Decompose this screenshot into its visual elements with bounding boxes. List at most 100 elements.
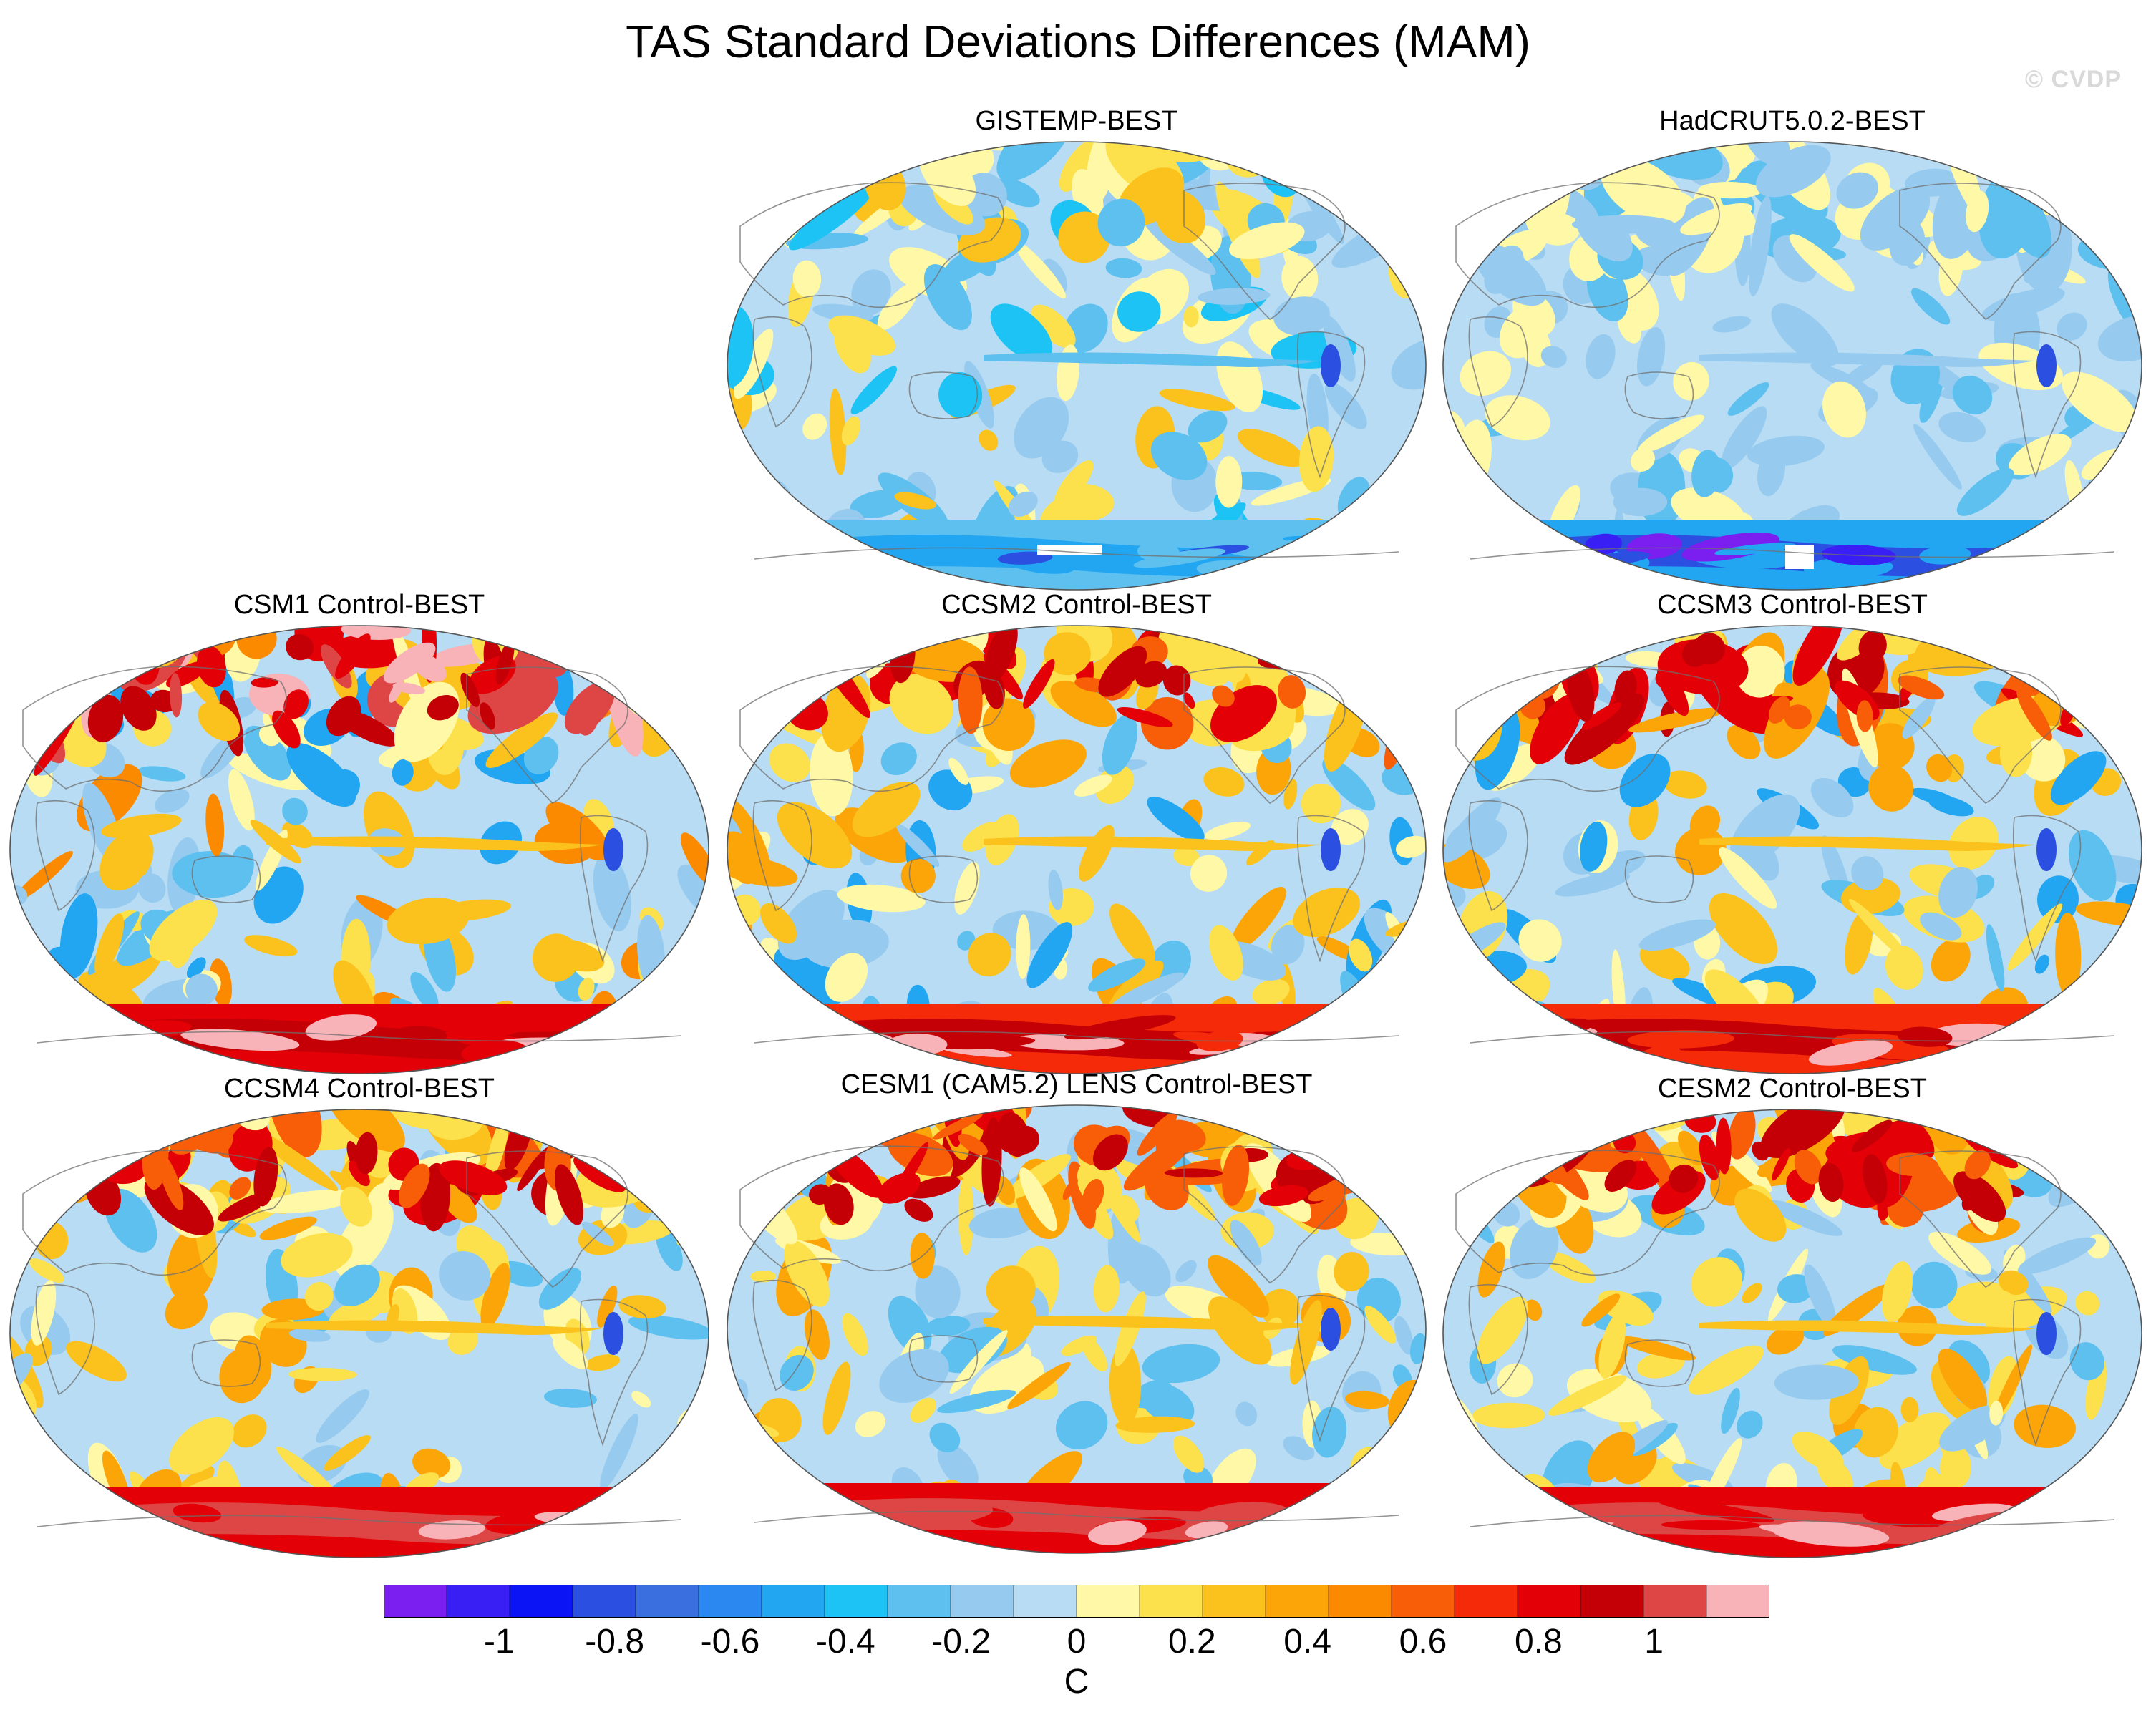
asia-outline [1455, 1150, 1720, 1276]
anomaly-patch [1115, 1416, 1195, 1433]
robinson-map [727, 1104, 1427, 1554]
hot-patch [1728, 1109, 1756, 1160]
polar-patch [1661, 1520, 1761, 1530]
south-america-outline [2012, 1298, 2082, 1447]
anomaly-patch [1048, 869, 1063, 911]
south-america-outline [1296, 815, 1366, 963]
anomaly-patch [1999, 1270, 2029, 1296]
coastlines [739, 182, 1399, 560]
northern-patch [1443, 228, 1480, 263]
northern-patch [1680, 203, 1752, 235]
panel-title: CSM1 Control-BEST [233, 590, 485, 620]
anomaly-patch [1142, 1344, 1220, 1384]
anomaly-patch [1913, 424, 1962, 490]
polar-patch [54, 1502, 135, 1527]
anomaly-patch [1691, 1257, 1742, 1307]
colorbar-bin [1643, 1585, 1707, 1618]
anomaly-patch [1081, 1336, 1108, 1372]
coastlines [739, 666, 1399, 1044]
anomaly-patch [2084, 689, 2135, 727]
anomaly-patch [1472, 1402, 1545, 1429]
hot-patch [1898, 675, 1945, 700]
anomaly-patch [1721, 1387, 1740, 1434]
northern-patch [1265, 1105, 1305, 1138]
northern-patch [198, 701, 241, 742]
anomaly-patch [1356, 522, 1393, 553]
anomaly-patch [1938, 1348, 1988, 1412]
anomaly-patch [1173, 847, 1200, 867]
anomaly-patch [2074, 190, 2100, 223]
anomaly-patch [231, 1414, 267, 1448]
anomaly-patch [738, 1157, 751, 1180]
anomaly-patch [439, 1251, 491, 1301]
figure-title: TAS Standard Deviations Differences (MAM… [626, 16, 1530, 67]
northern-patch [1542, 142, 1586, 182]
anomaly-patch [1617, 311, 1641, 344]
northern-patch [37, 1109, 69, 1153]
equatorial-band [1699, 1320, 2036, 1335]
africa-outline [752, 800, 812, 912]
northern-patch [770, 142, 812, 167]
northern-patch [1443, 663, 1492, 720]
northern-patch [1044, 632, 1091, 676]
map-border [1442, 1109, 2142, 1558]
antarctica-outline [37, 1031, 682, 1044]
northern-patch [1443, 639, 1466, 719]
robinson-map [9, 1109, 709, 1558]
hot-patch [1023, 659, 1055, 709]
anomaly-patch [1331, 809, 1369, 845]
northern-patch [1528, 626, 1558, 659]
anomaly-patch [628, 1315, 709, 1340]
anomaly-patch [1986, 924, 2005, 992]
hot-patch [1692, 633, 1725, 665]
hot-patch [573, 1155, 626, 1192]
anomaly-patch [895, 824, 940, 867]
anomaly-patch [727, 500, 786, 523]
anomaly-patch [281, 1233, 353, 1278]
anomaly-patch [1727, 382, 1769, 416]
hot-patch [1856, 700, 1873, 732]
anomaly-patch [1209, 925, 1243, 981]
polar-patch [801, 1519, 857, 1532]
anomaly-patch [2057, 312, 2087, 341]
northern-patch [1756, 145, 1831, 198]
australia-outline [191, 1339, 261, 1387]
equatorial-band [266, 1320, 603, 1335]
hot-patch [355, 1132, 378, 1175]
anomaly-patch [1737, 1410, 1763, 1439]
polar-patch [2043, 1039, 2081, 1054]
anomaly-patch [631, 1391, 651, 1408]
africa-outline [752, 1279, 812, 1391]
anomaly-patch [1485, 395, 1550, 441]
anomaly-patch [1290, 1300, 1322, 1385]
northern-patch [1628, 707, 1724, 733]
anomaly-patch [1208, 1255, 1270, 1318]
anomaly-patch [728, 800, 771, 876]
anomaly-patch [1465, 1003, 1510, 1055]
northern-patch [1229, 222, 1305, 260]
africa-outline [752, 316, 812, 428]
anomaly-patch [12, 850, 73, 903]
robinson-map [1442, 1109, 2142, 1558]
anomaly-patch [852, 782, 921, 837]
map-panel-gistemp: GISTEMP-BEST [726, 103, 1427, 597]
anomaly-patch [1542, 1251, 1596, 1283]
anomaly-patch [727, 856, 798, 887]
hot-patch [251, 677, 278, 688]
anomaly-patch [1230, 1220, 1262, 1266]
hot-patch [335, 633, 371, 679]
anomaly-patch [879, 1349, 949, 1403]
anomaly-patch [304, 1281, 334, 1311]
anomaly-patch [1301, 783, 1341, 824]
northern-patch [2117, 147, 2142, 187]
robinson-map [9, 625, 709, 1074]
anomaly-patch [774, 508, 801, 535]
northern-patch [1614, 670, 1637, 706]
hot-patch [984, 626, 1018, 683]
anomaly-patch [1299, 426, 1334, 492]
map-panel-ccsm2: CCSM2 Control-BEST [726, 587, 1427, 1081]
north-america-outline [466, 1150, 628, 1288]
asia-outline [1455, 182, 1720, 308]
anomaly-patch [1443, 797, 1502, 863]
polar-patch [606, 1505, 656, 1521]
